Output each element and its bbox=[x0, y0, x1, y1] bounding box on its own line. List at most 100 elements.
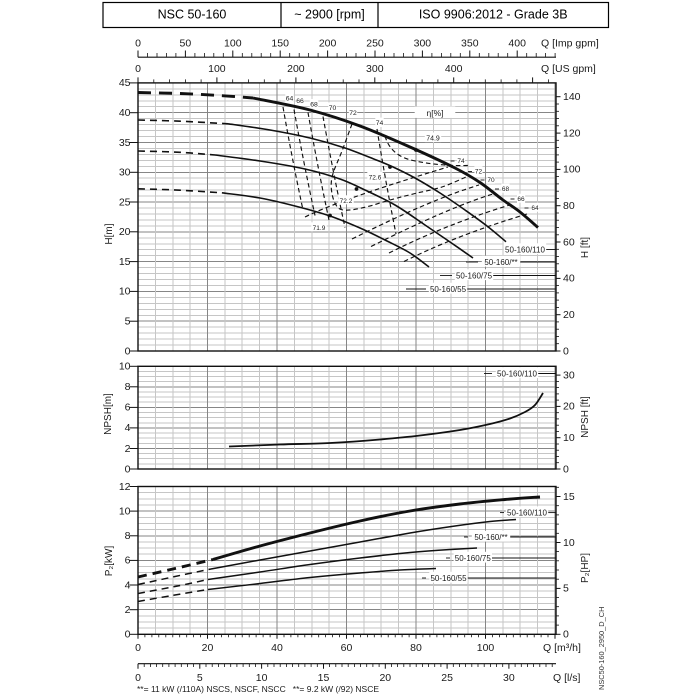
svg-text:Q [m³/h]: Q [m³/h] bbox=[543, 642, 581, 654]
svg-text:68: 68 bbox=[502, 186, 510, 193]
svg-text:64: 64 bbox=[286, 95, 294, 102]
svg-text:72.6: 72.6 bbox=[369, 174, 382, 181]
svg-text:4: 4 bbox=[125, 579, 131, 591]
svg-text:66: 66 bbox=[296, 98, 304, 105]
svg-text:20: 20 bbox=[379, 672, 391, 684]
svg-text:100: 100 bbox=[477, 642, 495, 654]
svg-text:20: 20 bbox=[202, 642, 214, 654]
svg-text:50-160/55: 50-160/55 bbox=[430, 574, 467, 583]
svg-text:Q [US gpm]: Q [US gpm] bbox=[541, 63, 596, 75]
svg-text:68: 68 bbox=[310, 101, 318, 108]
svg-text:100: 100 bbox=[224, 38, 242, 50]
svg-text:50: 50 bbox=[180, 38, 192, 50]
svg-text:5: 5 bbox=[125, 316, 131, 328]
svg-text:5: 5 bbox=[197, 672, 203, 684]
svg-text:70: 70 bbox=[329, 105, 337, 112]
svg-text:35: 35 bbox=[119, 137, 131, 149]
svg-text:60: 60 bbox=[341, 642, 353, 654]
svg-text:30: 30 bbox=[563, 369, 575, 381]
svg-text:350: 350 bbox=[461, 38, 479, 50]
svg-text:25: 25 bbox=[119, 196, 131, 208]
svg-text:10: 10 bbox=[563, 537, 575, 549]
svg-text:0: 0 bbox=[563, 463, 569, 475]
svg-text:40: 40 bbox=[119, 107, 131, 119]
svg-text:ISO 9906:2012 - Grade 3B: ISO 9906:2012 - Grade 3B bbox=[419, 8, 568, 22]
svg-text:50-160/75: 50-160/75 bbox=[455, 554, 492, 563]
svg-text:50-160/**: 50-160/** bbox=[474, 533, 507, 542]
svg-text:10: 10 bbox=[256, 672, 268, 684]
svg-text:Q [l/s]: Q [l/s] bbox=[553, 672, 581, 684]
svg-text:8: 8 bbox=[125, 381, 131, 393]
svg-text:50-160/**: 50-160/** bbox=[484, 258, 517, 267]
svg-text:50-160/110: 50-160/110 bbox=[507, 509, 547, 518]
svg-text:100: 100 bbox=[563, 164, 581, 176]
svg-text:10: 10 bbox=[563, 432, 575, 444]
svg-text:120: 120 bbox=[563, 127, 581, 139]
svg-text:20: 20 bbox=[119, 226, 131, 238]
svg-text:20: 20 bbox=[563, 401, 575, 413]
svg-text:60: 60 bbox=[563, 236, 575, 248]
svg-text:50-160/110: 50-160/110 bbox=[505, 245, 545, 254]
svg-text:0: 0 bbox=[125, 629, 131, 641]
svg-text:0: 0 bbox=[125, 463, 131, 475]
svg-text:H[m]: H[m] bbox=[104, 223, 115, 244]
svg-text:300: 300 bbox=[366, 63, 384, 75]
svg-text:6: 6 bbox=[125, 402, 131, 414]
svg-text:0: 0 bbox=[563, 629, 569, 641]
svg-text:66: 66 bbox=[517, 196, 525, 203]
svg-text:100: 100 bbox=[208, 63, 226, 75]
svg-text:2: 2 bbox=[125, 443, 131, 455]
svg-text:P₂[kW]: P₂[kW] bbox=[104, 546, 115, 577]
svg-text:250: 250 bbox=[366, 38, 384, 50]
svg-text:0: 0 bbox=[135, 672, 141, 684]
svg-text:15: 15 bbox=[119, 256, 131, 268]
svg-text:0: 0 bbox=[125, 345, 131, 357]
svg-text:NSC 50-160: NSC 50-160 bbox=[158, 8, 227, 22]
svg-text:74: 74 bbox=[457, 158, 465, 165]
svg-text:80: 80 bbox=[563, 200, 575, 212]
svg-text:74: 74 bbox=[376, 120, 384, 127]
svg-text:NSC50-160_2950_D_CH: NSC50-160_2950_D_CH bbox=[597, 607, 606, 690]
svg-text:72: 72 bbox=[475, 168, 483, 175]
svg-text:0: 0 bbox=[563, 345, 569, 357]
svg-text:40: 40 bbox=[271, 642, 283, 654]
svg-text:50-160/110: 50-160/110 bbox=[497, 369, 537, 378]
svg-text:150: 150 bbox=[271, 38, 289, 50]
svg-text:Q [Imp gpm]: Q [Imp gpm] bbox=[541, 38, 599, 50]
svg-text:71.9: 71.9 bbox=[313, 225, 326, 232]
svg-text:40: 40 bbox=[563, 273, 575, 285]
svg-text:P₂[HP]: P₂[HP] bbox=[580, 553, 591, 583]
svg-text:50-160/75: 50-160/75 bbox=[456, 271, 493, 280]
svg-text:45: 45 bbox=[119, 77, 131, 89]
svg-text:70: 70 bbox=[487, 177, 495, 184]
svg-text:72: 72 bbox=[349, 110, 357, 117]
svg-text:64: 64 bbox=[531, 205, 539, 212]
svg-text:140: 140 bbox=[563, 91, 581, 103]
svg-text:74.9: 74.9 bbox=[426, 136, 440, 143]
svg-text:400: 400 bbox=[508, 38, 526, 50]
svg-text:300: 300 bbox=[414, 38, 432, 50]
svg-text:η[%]: η[%] bbox=[426, 108, 443, 118]
svg-text:12: 12 bbox=[119, 481, 131, 493]
svg-text:10: 10 bbox=[119, 361, 131, 373]
svg-text:50-160/55: 50-160/55 bbox=[430, 285, 467, 294]
svg-text:5: 5 bbox=[563, 583, 569, 595]
svg-text:NPSH[m]: NPSH[m] bbox=[103, 393, 114, 435]
svg-text:200: 200 bbox=[287, 63, 305, 75]
svg-text:25: 25 bbox=[441, 672, 453, 684]
svg-text:~ 2900 [rpm]: ~ 2900 [rpm] bbox=[294, 8, 365, 22]
svg-text:400: 400 bbox=[445, 63, 463, 75]
svg-text:0: 0 bbox=[135, 642, 141, 654]
svg-text:10: 10 bbox=[119, 286, 131, 298]
svg-text:15: 15 bbox=[563, 491, 575, 503]
svg-text:20: 20 bbox=[563, 309, 575, 321]
svg-text:0: 0 bbox=[135, 63, 141, 75]
svg-text:2: 2 bbox=[125, 604, 131, 616]
svg-text:30: 30 bbox=[503, 672, 515, 684]
svg-text:0: 0 bbox=[135, 38, 141, 50]
svg-text:200: 200 bbox=[319, 38, 337, 50]
svg-text:NPSH [ft]: NPSH [ft] bbox=[580, 396, 591, 438]
svg-text:80: 80 bbox=[410, 642, 422, 654]
svg-text:30: 30 bbox=[119, 167, 131, 179]
svg-text:8: 8 bbox=[125, 530, 131, 542]
